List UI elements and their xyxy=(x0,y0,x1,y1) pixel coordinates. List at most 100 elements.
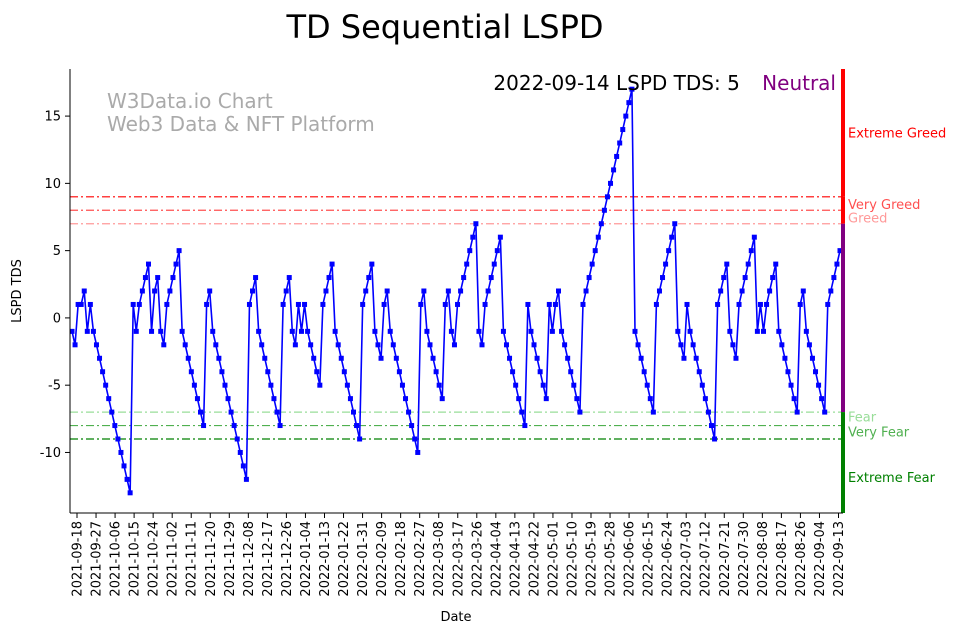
data-point xyxy=(482,301,488,307)
y-tick-label: -10 xyxy=(40,446,61,461)
data-point xyxy=(384,288,390,294)
data-point xyxy=(289,328,295,334)
data-point xyxy=(378,355,384,361)
data-point xyxy=(767,288,773,294)
x-tick-label: 2022-06-15 xyxy=(642,521,657,597)
data-point xyxy=(427,342,433,348)
data-point xyxy=(522,423,528,429)
data-point xyxy=(130,301,136,307)
data-point xyxy=(742,275,748,281)
data-point xyxy=(568,369,574,375)
data-point xyxy=(571,382,577,388)
data-point xyxy=(611,167,617,173)
x-tick-label: 2022-05-10 xyxy=(565,521,580,597)
data-point xyxy=(320,301,326,307)
data-point xyxy=(806,342,812,348)
data-point xyxy=(182,342,188,348)
data-point xyxy=(381,301,387,307)
zone-bar-4 xyxy=(841,439,845,513)
data-point xyxy=(479,342,485,348)
watermark-line-2: Web3 Data & NFT Platform xyxy=(107,112,375,136)
data-point xyxy=(344,382,350,388)
x-tick-label: 2022-03-17 xyxy=(451,521,466,597)
data-point xyxy=(696,369,702,375)
data-point xyxy=(121,463,127,469)
data-point xyxy=(176,248,182,254)
data-point xyxy=(274,409,280,415)
data-point xyxy=(164,301,170,307)
data-point xyxy=(87,301,93,307)
data-point xyxy=(543,396,549,402)
data-point xyxy=(412,436,418,442)
x-tick-label: 2022-04-13 xyxy=(508,521,523,597)
data-point xyxy=(727,328,733,334)
data-point xyxy=(124,476,130,482)
data-point xyxy=(678,342,684,348)
data-point xyxy=(552,301,558,307)
data-point xyxy=(329,261,335,267)
x-tick-label: 2021-10-15 xyxy=(128,521,143,597)
data-point xyxy=(638,355,644,361)
zone-label: Extreme Fear xyxy=(848,471,936,486)
data-point xyxy=(240,463,246,469)
y-tick-label: 5 xyxy=(53,244,61,259)
data-point xyxy=(819,396,825,402)
data-point xyxy=(136,301,142,307)
status-line: 2022-09-14 LSPD TDS: 5 Neutral xyxy=(493,71,836,95)
data-point xyxy=(476,328,482,334)
x-tick-label: 2022-09-13 xyxy=(832,521,847,597)
data-point xyxy=(473,221,479,227)
data-point xyxy=(828,288,834,294)
data-point xyxy=(831,275,837,281)
data-point xyxy=(326,275,332,281)
x-tick-label: 2022-01-22 xyxy=(337,521,352,597)
data-point xyxy=(109,409,115,415)
data-point xyxy=(614,153,620,159)
data-point xyxy=(250,288,256,294)
data-point xyxy=(277,423,283,429)
data-point xyxy=(439,396,445,402)
data-point xyxy=(357,436,363,442)
data-point xyxy=(757,301,763,307)
data-point xyxy=(78,301,84,307)
zone-label: Extreme Greed xyxy=(848,127,946,142)
data-point xyxy=(103,382,109,388)
data-point xyxy=(721,275,727,281)
data-point xyxy=(90,328,96,334)
data-point xyxy=(660,275,666,281)
data-point xyxy=(809,355,815,361)
data-point xyxy=(372,328,378,334)
status-label: Neutral xyxy=(762,71,836,95)
data-point xyxy=(736,301,742,307)
data-point xyxy=(253,275,259,281)
data-point xyxy=(684,301,690,307)
data-point xyxy=(424,328,430,334)
data-point xyxy=(687,328,693,334)
data-point xyxy=(302,301,308,307)
data-point xyxy=(332,328,338,334)
data-point xyxy=(219,369,225,375)
x-tick-label: 2022-01-04 xyxy=(299,521,314,597)
x-tick-label: 2022-05-28 xyxy=(604,521,619,597)
data-point xyxy=(672,221,678,227)
data-point xyxy=(470,234,476,240)
data-point xyxy=(712,436,718,442)
data-point xyxy=(283,288,289,294)
data-point xyxy=(577,409,583,415)
x-tick-label: 2022-05-19 xyxy=(585,521,600,597)
data-point xyxy=(127,490,133,496)
data-point xyxy=(225,396,231,402)
data-point xyxy=(794,409,800,415)
data-point xyxy=(531,342,537,348)
data-point xyxy=(620,127,626,133)
data-point xyxy=(280,301,286,307)
chart-title: TD Sequential LSPD xyxy=(285,8,603,46)
data-point xyxy=(748,248,754,254)
data-point xyxy=(788,382,794,388)
x-tick-label: 2021-09-27 xyxy=(90,521,105,597)
data-point xyxy=(363,288,369,294)
x-tick-label: 2021-11-20 xyxy=(204,521,219,597)
data-point xyxy=(173,261,179,267)
data-point xyxy=(503,342,509,348)
data-point xyxy=(69,328,75,334)
